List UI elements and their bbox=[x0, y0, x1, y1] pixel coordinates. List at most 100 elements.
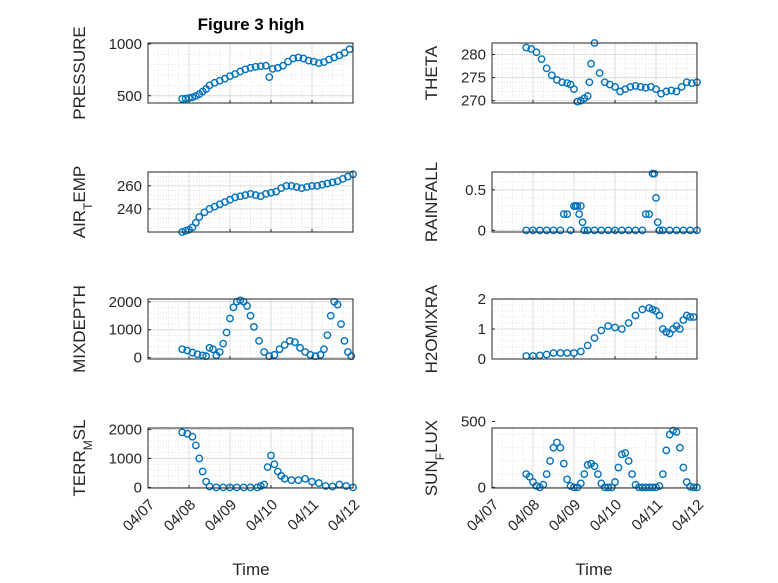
axes-box bbox=[147, 298, 354, 360]
data-point bbox=[246, 311, 255, 320]
data-point bbox=[682, 78, 691, 87]
panel-air: 240 260 AIRTEMP bbox=[70, 166, 357, 238]
data-point bbox=[676, 443, 684, 452]
y-tick-label: 2000 bbox=[109, 421, 142, 438]
data-point bbox=[260, 348, 269, 356]
data-point bbox=[604, 322, 613, 330]
panel-pressure: 500 1000 PRESSURE bbox=[70, 26, 354, 120]
data-point bbox=[638, 305, 647, 314]
data-point bbox=[188, 432, 197, 441]
data-point bbox=[611, 323, 619, 332]
data-point bbox=[638, 226, 647, 235]
data-point bbox=[677, 82, 686, 91]
data-point bbox=[652, 85, 660, 94]
data-point bbox=[570, 483, 578, 492]
data-point bbox=[193, 350, 202, 359]
data-point bbox=[525, 472, 534, 481]
data-point bbox=[279, 61, 287, 70]
y-tick-label: 0 bbox=[478, 222, 486, 239]
y-tick-label: 260 bbox=[117, 178, 142, 195]
data-point bbox=[280, 341, 289, 349]
data-point bbox=[546, 457, 554, 465]
x-axis-title-right: Time bbox=[575, 560, 612, 579]
data-point bbox=[268, 64, 277, 73]
data-point bbox=[580, 470, 589, 479]
data-point bbox=[645, 210, 654, 219]
data-point bbox=[320, 345, 328, 354]
data-point bbox=[195, 213, 204, 221]
data-point bbox=[537, 55, 546, 64]
y-tick-label: 275 bbox=[461, 70, 486, 87]
data-point bbox=[617, 450, 626, 459]
data-point bbox=[679, 463, 688, 472]
y-tick-label: 280 bbox=[461, 47, 486, 64]
data-point bbox=[583, 341, 592, 350]
x-tick-label: 04/11 bbox=[628, 496, 666, 534]
data-point bbox=[556, 443, 565, 452]
axes-box bbox=[491, 42, 698, 104]
data-point bbox=[272, 187, 281, 196]
x-tick-label: 04/07 bbox=[464, 496, 503, 535]
data-point bbox=[559, 459, 568, 468]
data-point bbox=[308, 181, 316, 190]
x-tick-label: 04/10 bbox=[587, 496, 626, 535]
y-axis-title: MIXDEPTH bbox=[70, 285, 89, 373]
figure-title: Figure 3 high bbox=[198, 15, 305, 34]
data-point bbox=[178, 345, 187, 354]
data-point bbox=[215, 348, 224, 356]
data-point bbox=[631, 82, 640, 90]
panel-rainfall: 0 0.5 RAINFALL bbox=[422, 162, 701, 242]
data-point bbox=[542, 350, 551, 359]
y-tick-label: 2 bbox=[478, 291, 486, 308]
data-point bbox=[594, 470, 602, 479]
data-point bbox=[318, 180, 327, 189]
data-point bbox=[686, 313, 695, 321]
data-point bbox=[282, 181, 291, 190]
data-point bbox=[662, 446, 671, 455]
y-tick-label: 0 bbox=[478, 479, 486, 496]
data-point bbox=[285, 336, 294, 345]
data-point bbox=[178, 428, 187, 437]
data-point bbox=[294, 476, 303, 485]
y-tick-label: 0.5 bbox=[465, 182, 486, 199]
data-point bbox=[296, 343, 304, 352]
data-point bbox=[636, 82, 645, 91]
data-point bbox=[624, 319, 633, 327]
data-point bbox=[542, 64, 551, 73]
data-point bbox=[261, 190, 270, 198]
axes-box bbox=[147, 42, 354, 104]
y-tick-label: 270 bbox=[461, 93, 486, 110]
data-point bbox=[188, 348, 197, 357]
y-tick-label: 1000 bbox=[109, 450, 142, 467]
data-point bbox=[641, 83, 650, 92]
data-point bbox=[255, 336, 263, 345]
data-point bbox=[624, 457, 633, 465]
data-point bbox=[672, 428, 681, 436]
data-point bbox=[576, 479, 585, 488]
y-axis-title: PRESSURE bbox=[70, 26, 89, 120]
data-point bbox=[316, 350, 325, 359]
data-point bbox=[653, 218, 662, 227]
x-tick-label: 04/12 bbox=[325, 496, 364, 535]
data-point bbox=[652, 483, 660, 492]
data-point bbox=[236, 192, 245, 201]
data-point bbox=[585, 78, 594, 87]
data-point bbox=[198, 467, 207, 476]
data-point bbox=[294, 53, 303, 62]
data-point bbox=[655, 311, 664, 320]
data-point bbox=[631, 311, 640, 320]
y-tick-label: 0 bbox=[134, 350, 142, 367]
data-point bbox=[556, 226, 565, 235]
data-point bbox=[280, 474, 289, 483]
data-point bbox=[650, 169, 659, 178]
data-point bbox=[314, 59, 323, 68]
data-point bbox=[267, 188, 275, 197]
data-point bbox=[297, 184, 306, 193]
y-axis-title: SUNFLUX bbox=[422, 420, 447, 496]
x-tick-label: 04/10 bbox=[243, 496, 282, 535]
y-tick-label: 1000 bbox=[109, 36, 142, 53]
data-point bbox=[580, 226, 589, 235]
data-point bbox=[576, 202, 585, 210]
data-point bbox=[590, 462, 599, 471]
data-point bbox=[641, 210, 650, 219]
